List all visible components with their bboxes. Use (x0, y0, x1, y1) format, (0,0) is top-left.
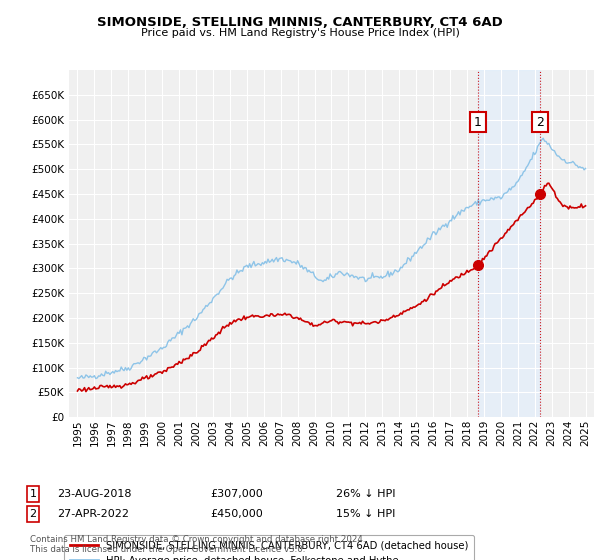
Text: SIMONSIDE, STELLING MINNIS, CANTERBURY, CT4 6AD: SIMONSIDE, STELLING MINNIS, CANTERBURY, … (97, 16, 503, 29)
Bar (478, 70, 540, 417)
Text: 2: 2 (29, 509, 37, 519)
Text: 1: 1 (474, 115, 482, 129)
Text: Price paid vs. HM Land Registry's House Price Index (HPI): Price paid vs. HM Land Registry's House … (140, 28, 460, 38)
Text: 15% ↓ HPI: 15% ↓ HPI (336, 509, 395, 519)
Text: 27-APR-2022: 27-APR-2022 (57, 509, 129, 519)
Text: £450,000: £450,000 (210, 509, 263, 519)
Text: 23-AUG-2018: 23-AUG-2018 (57, 489, 131, 499)
Text: 1: 1 (29, 489, 37, 499)
Text: Contains HM Land Registry data © Crown copyright and database right 2024.
This d: Contains HM Land Registry data © Crown c… (30, 535, 365, 554)
Text: £307,000: £307,000 (210, 489, 263, 499)
Text: 2: 2 (536, 115, 544, 129)
Text: 26% ↓ HPI: 26% ↓ HPI (336, 489, 395, 499)
Legend: SIMONSIDE, STELLING MINNIS, CANTERBURY, CT4 6AD (detached house), HPI: Average p: SIMONSIDE, STELLING MINNIS, CANTERBURY, … (64, 535, 474, 560)
